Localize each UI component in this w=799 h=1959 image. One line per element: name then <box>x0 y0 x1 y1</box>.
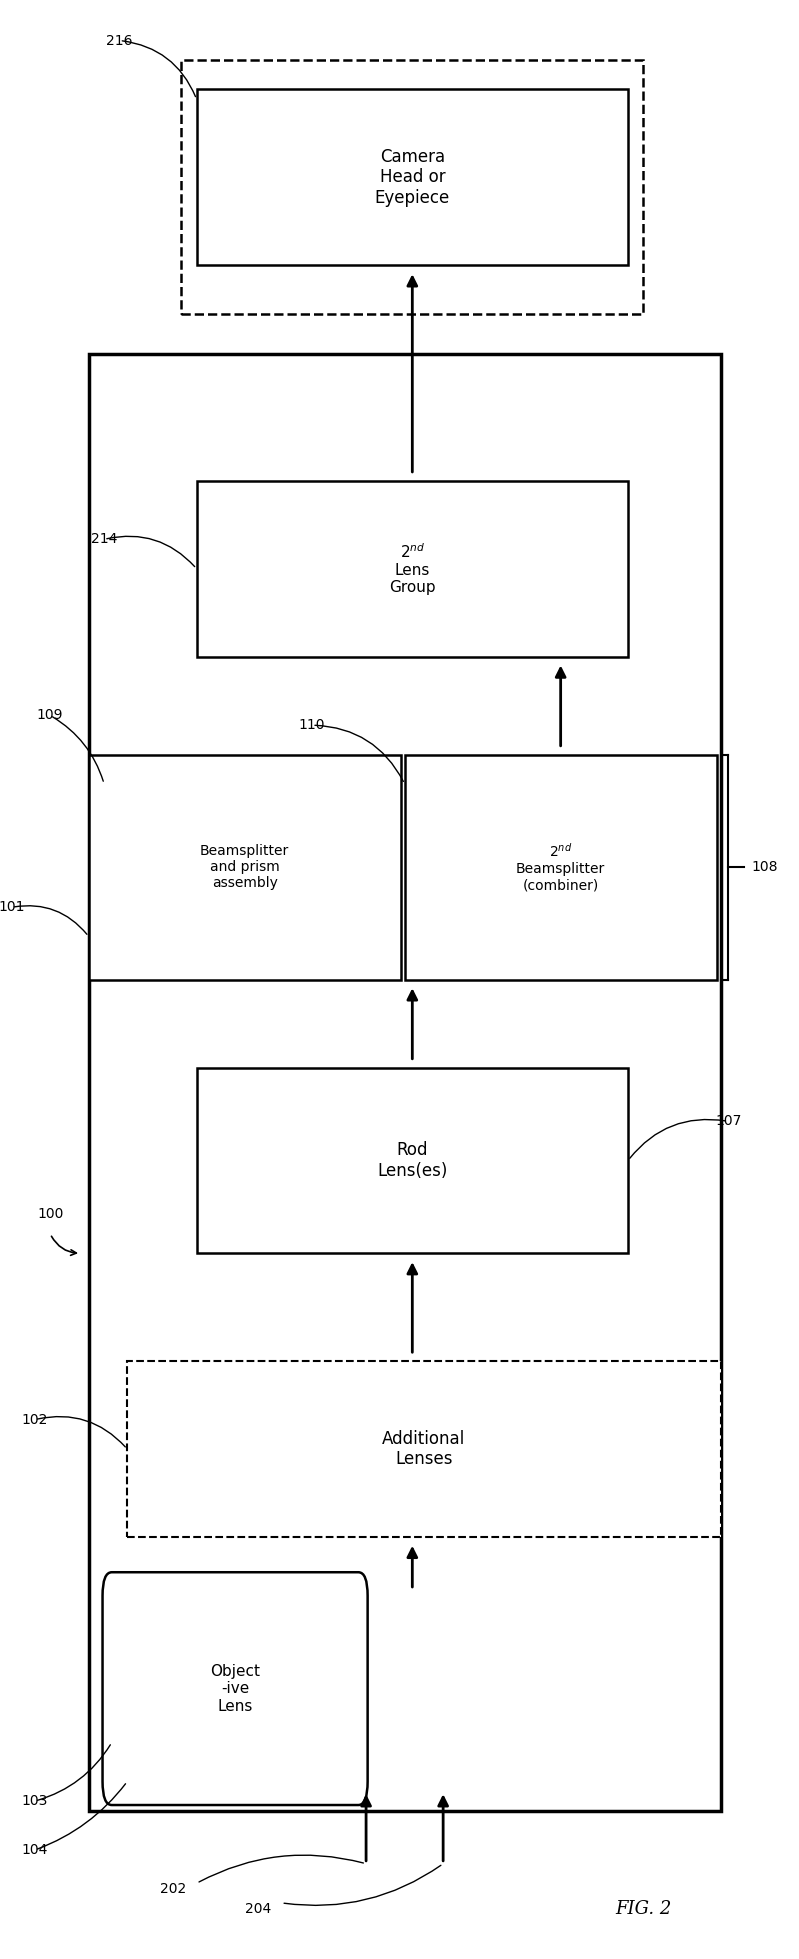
Bar <box>89 754 401 980</box>
Text: Rod
Lens(es): Rod Lens(es) <box>377 1140 447 1179</box>
Bar <box>197 480 628 656</box>
Bar <box>197 90 628 266</box>
Text: 101: 101 <box>0 901 25 915</box>
Text: 104: 104 <box>22 1843 48 1857</box>
Text: 204: 204 <box>245 1902 272 1916</box>
Text: $2^{nd}$
Lens
Group: $2^{nd}$ Lens Group <box>389 543 435 596</box>
Text: FIG. 2: FIG. 2 <box>615 1900 672 1918</box>
Text: 108: 108 <box>751 860 778 874</box>
Bar <box>197 1068 628 1254</box>
Text: Camera
Head or
Eyepiece: Camera Head or Eyepiece <box>375 147 450 208</box>
Text: Additional
Lenses: Additional Lenses <box>382 1430 466 1469</box>
Text: 103: 103 <box>22 1794 48 1808</box>
Text: 100: 100 <box>37 1207 63 1220</box>
Text: 202: 202 <box>161 1883 186 1896</box>
Text: 214: 214 <box>91 533 117 547</box>
Bar <box>404 754 717 980</box>
Text: 109: 109 <box>37 709 63 723</box>
Text: 102: 102 <box>22 1412 48 1426</box>
Bar <box>127 1362 721 1538</box>
Text: Beamsplitter
and prism
assembly: Beamsplitter and prism assembly <box>200 844 289 889</box>
Text: 110: 110 <box>299 719 325 733</box>
Text: 107: 107 <box>715 1115 741 1128</box>
FancyBboxPatch shape <box>102 1573 368 1804</box>
Text: Object
-ive
Lens: Object -ive Lens <box>210 1663 260 1714</box>
Bar <box>181 61 643 313</box>
Bar <box>89 353 721 1810</box>
Text: $2^{nd}$
Beamsplitter
(combiner): $2^{nd}$ Beamsplitter (combiner) <box>516 842 606 891</box>
Text: 216: 216 <box>106 33 133 47</box>
